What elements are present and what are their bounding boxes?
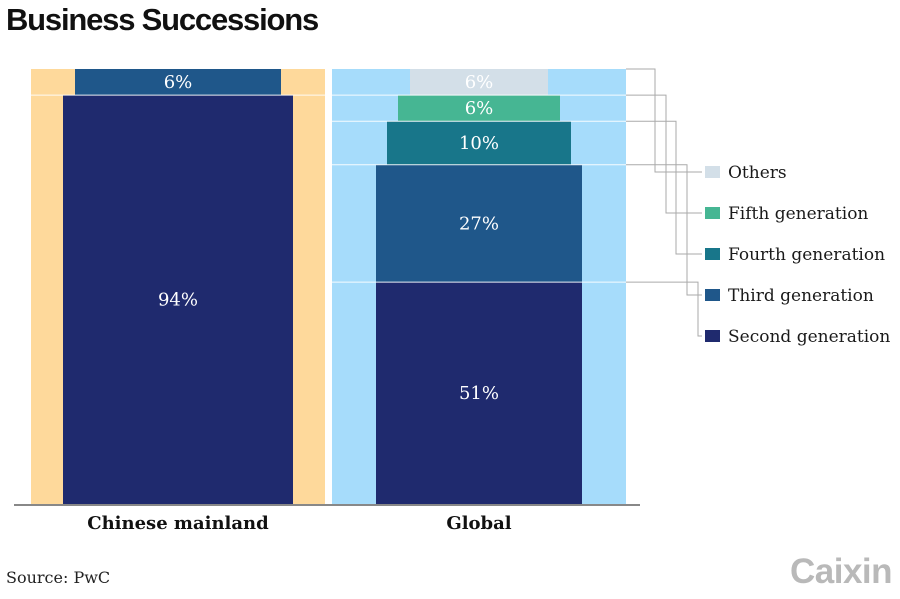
legend-swatch-fourth bbox=[705, 248, 720, 260]
legend-swatch-fifth bbox=[705, 207, 720, 219]
caixin-logo: Caixin bbox=[790, 552, 893, 591]
bar-second-mainland bbox=[63, 95, 293, 504]
legend-swatch-others bbox=[705, 166, 720, 178]
bar-fourth-global bbox=[387, 121, 571, 165]
legend-label-others: Others bbox=[728, 163, 787, 183]
bar-fifth-global bbox=[398, 95, 560, 122]
bar-third-global bbox=[376, 164, 582, 283]
legend-swatch-second bbox=[705, 330, 720, 342]
bar-others-global bbox=[410, 69, 548, 96]
bar-second-global bbox=[376, 282, 582, 504]
legend-connector-second bbox=[626, 281, 702, 337]
legend-connector-fourth bbox=[626, 120, 702, 255]
bar-third-mainland bbox=[75, 69, 281, 96]
legend-label-second: Second generation bbox=[728, 327, 890, 347]
legend-label-fifth: Fifth generation bbox=[728, 204, 868, 224]
data-label-second-mainland: 94% bbox=[158, 290, 198, 311]
data-label-fifth-global: 6% bbox=[465, 98, 494, 119]
legend-swatch-third bbox=[705, 289, 720, 301]
data-label-second-global: 51% bbox=[459, 383, 499, 404]
x-tick-label-global: Global bbox=[446, 513, 511, 534]
data-label-third-global: 27% bbox=[459, 213, 499, 234]
legend-connector-third bbox=[626, 164, 702, 296]
source-note: Source: PwC bbox=[6, 568, 111, 587]
chart-title: Business Successions bbox=[6, 2, 319, 37]
x-tick-label-mainland: Chinese mainland bbox=[87, 513, 269, 534]
legend-connector-fifth bbox=[626, 94, 702, 214]
legend-connector-others bbox=[626, 68, 702, 173]
legend-label-third: Third generation bbox=[728, 286, 874, 306]
legend-label-fourth: Fourth generation bbox=[728, 245, 885, 265]
data-label-fourth-global: 10% bbox=[459, 133, 499, 154]
data-label-third-mainland: 6% bbox=[164, 72, 193, 93]
data-label-others-global: 6% bbox=[465, 72, 494, 93]
